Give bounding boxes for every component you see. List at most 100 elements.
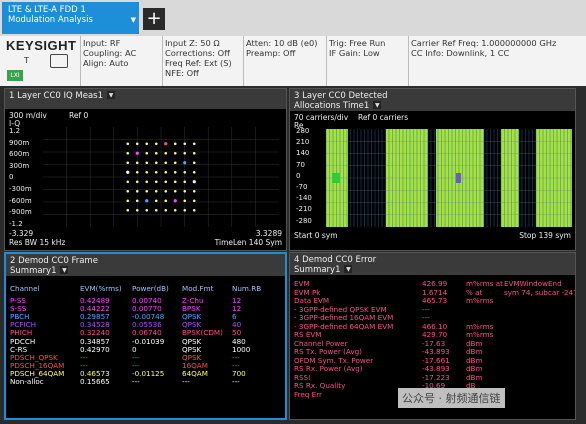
lxi-badge: LXI: [7, 70, 23, 81]
constellation-point: [126, 142, 130, 146]
detected-allocations-panel[interactable]: 3 Layer CC0 Detected Allocations Time1 ▼ …: [289, 88, 576, 251]
cc-info: CC Info: Downlink, 1 CC: [411, 48, 510, 58]
constellation-point: [145, 180, 149, 184]
table-row: PDSCH_16QAM --- --- 16QAM ---: [10, 360, 280, 370]
constellation-point: [173, 208, 177, 212]
constellation-point: [183, 189, 187, 193]
cell-ch: PDSCH_16QAM: [10, 360, 65, 370]
allocation-plot: [326, 129, 572, 227]
cell-mod: QPSK: [182, 352, 202, 362]
constellation-point: [145, 208, 149, 212]
timelen-label: TimeLen 140 Sym: [214, 238, 282, 247]
cell-ch: S-SS: [10, 304, 27, 314]
y-tick-label: -300m: [9, 185, 32, 193]
cell-pwr: -0.01039: [132, 336, 165, 346]
list-item: OFDM Sym. Tx. Power -17.661 dBm: [294, 356, 574, 365]
watermark: 公众号 · 射频通信链: [398, 388, 505, 408]
cell-mod: BPSK: [182, 304, 201, 314]
y-tick-label: 210: [296, 138, 310, 147]
constellation-point: [173, 151, 177, 155]
cell-rb: 40: [232, 320, 242, 330]
divider: [326, 36, 327, 86]
error-unit: m%rms: [466, 321, 494, 331]
cell-ch: P-SS: [10, 296, 26, 306]
panel-header: 2 Demod CC0 Frame Summary1 ▼: [6, 254, 285, 276]
preamp: Preamp: Off: [246, 48, 296, 58]
iq-meas-panel[interactable]: 1 Layer CC0 IQ Meas1 ▼ 300 m/div Ref 0 I-…: [4, 88, 287, 251]
constellation-point: [173, 180, 177, 184]
panel-subtitle: Allocations Time1: [294, 101, 370, 111]
constellation-point: [173, 161, 177, 165]
dropdown-icon[interactable]: ▼: [373, 101, 382, 109]
dropdown-icon[interactable]: ▼: [60, 266, 69, 274]
constellation-point: [154, 151, 158, 155]
info-input[interactable]: Input: RF Coupling: AC Align: Auto: [83, 38, 136, 68]
touch-icon[interactable]: [50, 54, 68, 68]
dropdown-icon[interactable]: ▼: [344, 265, 353, 273]
panel-title: 2 Demod CC0 Frame: [10, 256, 98, 266]
error-value: 429.70: [422, 330, 448, 339]
constellation-point: [154, 180, 158, 184]
list-item: Data EVM 465.73 m%rms: [294, 296, 574, 305]
cell-evm: 0.42970: [80, 344, 110, 354]
info-carrier[interactable]: Carrier Ref Freq: 1.000000000 GHz CC Inf…: [411, 38, 556, 58]
info-corrections[interactable]: Input Z: 50 Ω Corrections: Off Freq Ref:…: [165, 38, 232, 78]
list-item: RSSI -17.223 dBm: [294, 373, 574, 382]
cell-rb: 50: [232, 328, 242, 338]
cell-evm: 0.34857: [80, 336, 110, 346]
error-unit: dBm: [466, 372, 483, 382]
cell-mod: QPSK: [182, 336, 202, 346]
cell-rb: 700: [232, 368, 246, 378]
constellation-point: [183, 161, 187, 165]
constellation-point: [145, 189, 149, 193]
constellation-point: [154, 170, 158, 174]
panel-title: 3 Layer CC0 Detected: [294, 91, 388, 101]
freq-ref: Freq Ref: Ext (S): [165, 58, 232, 68]
cell-rb: 480: [232, 336, 246, 346]
constellation-point: [192, 189, 196, 193]
constellation-point: [173, 199, 177, 203]
constellation-point: [192, 180, 196, 184]
error-extra: EVMWindowEnd: [504, 279, 562, 288]
align: Align: Auto: [83, 58, 129, 68]
constellation-point: [135, 151, 139, 155]
error-label: EVM Pk: [294, 287, 321, 297]
constellation-point: [164, 151, 168, 155]
cell-evm: 0.15665: [80, 377, 110, 387]
chevron-down-icon[interactable]: ▼: [130, 16, 136, 24]
dropdown-icon[interactable]: ▼: [107, 91, 115, 99]
if-gain: IF Gain: Low: [329, 48, 380, 58]
list-item: - 3GPP-defined 64QAM EVM 466.10 m%rms: [294, 322, 574, 331]
cell-mod: QPSK: [182, 320, 202, 330]
cell-evm: ---: [80, 360, 88, 370]
info-attenuation[interactable]: Atten: 10 dB (e0) Preamp: Off: [246, 38, 317, 58]
frame-summary-panel[interactable]: 2 Demod CC0 Frame Summary1 ▼ Channel EVM(…: [4, 252, 287, 420]
control-channel-block: [332, 173, 340, 183]
error-value: 465.73: [422, 296, 448, 305]
error-summary-table: EVM 426.99 m%rms at EVMWindowEnd EVM Pk 1.671…: [294, 279, 576, 399]
panel-title: 1 Layer CC0 IQ Meas1: [9, 91, 103, 101]
add-tab-button[interactable]: +: [143, 8, 165, 30]
constellation-point: [126, 189, 130, 193]
cell-ch: C-RS: [10, 344, 28, 354]
corrections: Corrections: Off: [165, 48, 230, 58]
error-label: Data EVM: [294, 296, 330, 305]
constellation-point: [135, 189, 139, 193]
stop-label: Stop 139 sym: [519, 231, 571, 240]
cell-rb: 6: [232, 312, 237, 322]
error-extra: sym 74, subcar -247: [504, 287, 576, 297]
panel-title: 4 Demod CC0 Error: [294, 255, 377, 265]
error-label: - 3GPP-defined 16QAM EVM: [294, 313, 394, 322]
error-unit: dB: [466, 381, 476, 390]
constellation-point: [126, 151, 130, 155]
constellation-point: [192, 199, 196, 203]
carrier-ref-freq: Carrier Ref Freq: 1.000000000 GHz: [411, 38, 557, 48]
info-trigger[interactable]: Trig: Free Run IF Gain: Low: [329, 38, 385, 58]
cell-mod: BPSK(CDM): [182, 328, 223, 338]
tab-lte-modulation-analysis[interactable]: LTE & LTE-A FDD 1 Modulation Analysis ▼: [2, 2, 139, 34]
constellation-point: [154, 208, 158, 212]
constellation-point: [192, 208, 196, 212]
constellation-point: [126, 170, 130, 174]
constellation-point: [154, 189, 158, 193]
error-label: EVM: [294, 279, 310, 288]
